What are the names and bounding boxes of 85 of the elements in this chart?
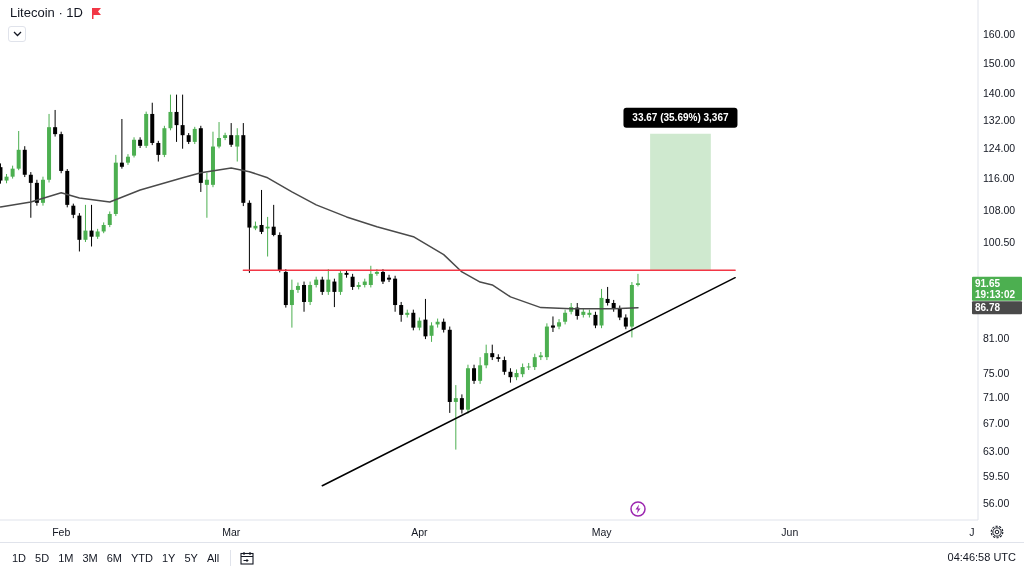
candlestick [174,94,179,143]
candlestick [302,281,307,313]
candlestick [605,286,610,307]
candlestick [235,127,240,163]
candlestick [308,281,313,306]
candlestick [484,344,489,369]
y-tick-label: 59.50 [983,470,1010,483]
y-tick-label: 116.00 [983,171,1015,184]
candlestick [423,298,428,340]
candlestick [557,318,562,330]
x-tick-label: Apr [411,526,429,539]
y-tick-label: 75.00 [983,366,1010,379]
candlestick [399,301,404,323]
candlestick [411,309,416,331]
candlestick [132,136,137,158]
y-tick-label: 81.00 [983,332,1010,345]
candlestick [28,171,33,219]
candlestick [119,118,124,170]
annotation: 19:13:02 [975,288,1016,300]
candlestick [326,268,331,296]
price-tag: 86.78 [972,301,1022,315]
text: YTD [130,552,153,564]
candlestick [295,282,300,294]
x-tick-label: Feb [52,526,71,539]
candlestick [635,273,640,287]
annotation: 91.65 [975,277,1001,289]
candlestick [289,279,294,329]
candlestick [34,179,39,207]
candlestick [453,384,458,451]
candlestick [368,265,373,288]
y-tick-label: 71.00 [983,391,1010,404]
text: 6M [106,552,122,564]
price-tag: 91.65 19:13:02 [972,276,1022,301]
text: 3M [82,552,98,564]
candlestick [204,172,209,219]
candlestick [550,315,555,333]
candlestick [387,274,392,283]
x-tick-label: Jun [781,526,799,539]
text: 5Y [184,552,198,564]
y-tick-label: 150.00 [983,56,1016,69]
candlestick [223,132,228,141]
candlestick [83,204,88,243]
candlestick [40,176,45,207]
candlestick [180,94,185,150]
text: 5D [35,552,50,564]
text: 04:46:58 UTC [947,551,1016,563]
candlestick [125,153,130,166]
candlestick [229,122,234,148]
candlestick [16,130,21,171]
candlestick [217,121,222,149]
annotation: 86.78 [975,302,1001,314]
candlestick [502,356,507,376]
chart-title: Litecoin · 1D [10,5,83,20]
candlestick [138,136,143,149]
candlestick [374,268,379,277]
candlestick [478,356,483,385]
x-tick-label: May [591,526,613,539]
x-tick-label: J [969,526,975,539]
text: All [206,552,220,564]
y-tick-label: 108.00 [983,203,1016,216]
y-tick-label: 63.00 [983,444,1010,457]
candlestick [168,94,173,131]
candlestick [429,321,434,343]
y-tick-label: 140.00 [983,87,1016,100]
candlestick [332,278,337,308]
text: 1D [12,552,27,564]
candlestick [259,189,264,235]
text: 1M [58,552,74,564]
candlestick [156,140,161,163]
x-tick-label: Mar [222,526,241,539]
candlestick [459,393,464,415]
candlestick [89,204,94,247]
data-label: 33.67 (35.69%) 3,367 [632,112,729,124]
candlestick [271,204,276,237]
candlestick [472,364,477,385]
y-tick-label: 100.50 [983,235,1016,248]
y-tick-label: 124.00 [983,141,1016,154]
y-tick-label: 67.00 [983,417,1010,430]
y-tick-label: 132.00 [983,113,1016,126]
candlestick [338,269,343,296]
y-tick-label: 160.00 [983,27,1016,40]
y-tick-label: 56.00 [983,497,1010,510]
candlestick [53,109,58,138]
text: 1Y [161,552,176,564]
candlestick [320,276,325,296]
